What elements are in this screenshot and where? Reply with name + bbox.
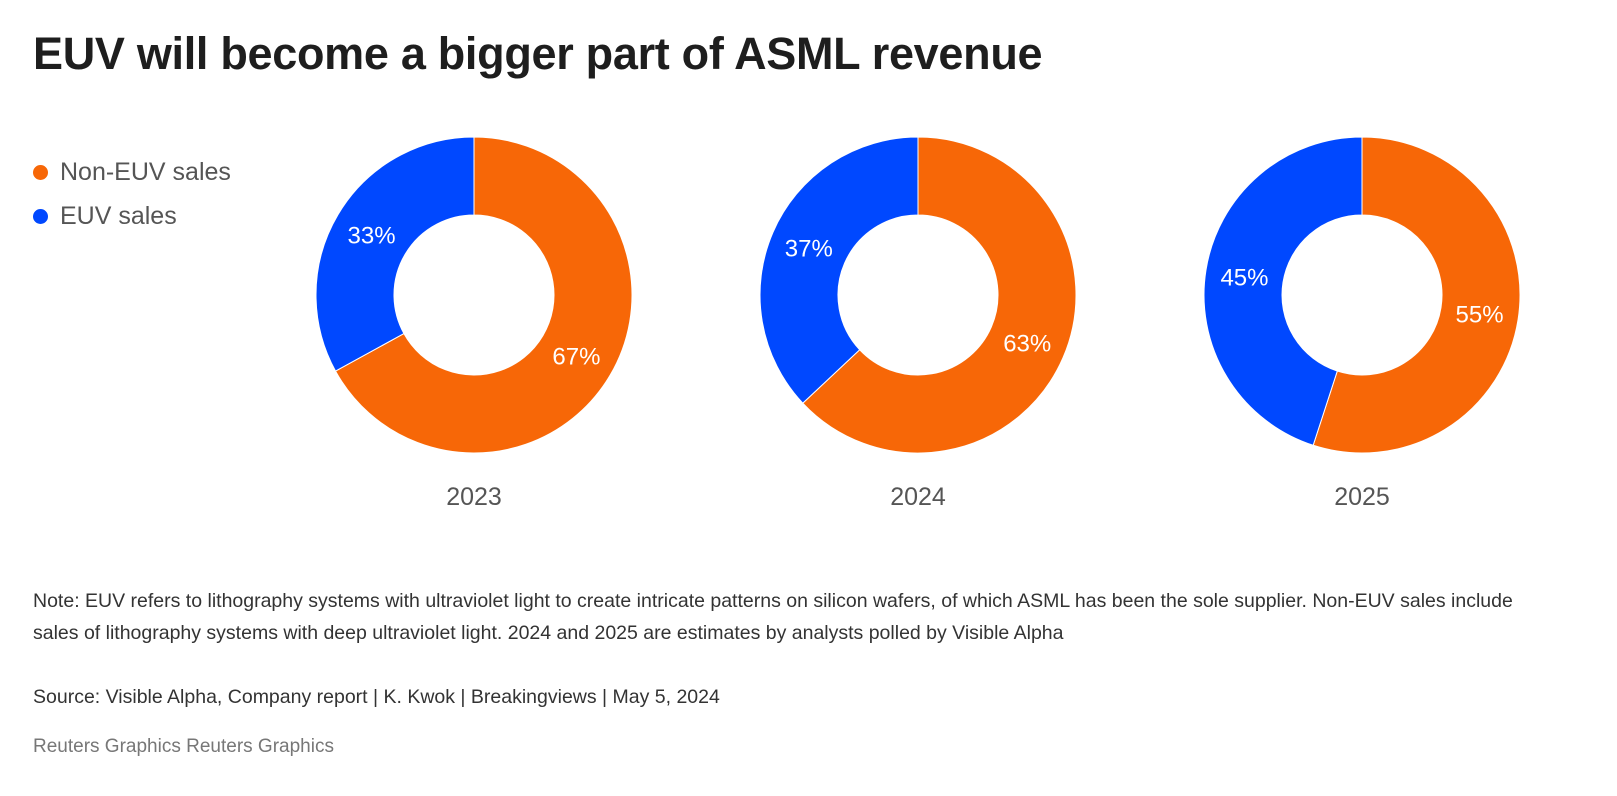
- slice-2024-non-euv-sales: [802, 136, 1077, 454]
- data-label-2025-non-euv-sales: 55%: [1456, 302, 1504, 329]
- chart-credit: Reuters Graphics Reuters Graphics: [33, 736, 334, 757]
- data-label-2023-non-euv-sales: 67%: [552, 344, 600, 371]
- data-label-2024-non-euv-sales: 63%: [1003, 330, 1051, 357]
- legend: Non-EUV sales EUV sales: [33, 150, 231, 238]
- slice-2023-non-euv-sales: [334, 136, 633, 454]
- legend-label-non-euv: Non-EUV sales: [60, 157, 231, 186]
- data-label-2024-euv-sales: 37%: [785, 236, 833, 263]
- legend-swatch-euv: [33, 208, 48, 224]
- data-label-2023-euv-sales: 33%: [348, 222, 396, 249]
- legend-item-euv: EUV sales: [33, 194, 231, 238]
- slice-2024-euv-sales: [759, 136, 919, 404]
- slice-2023-euv-sales: [315, 136, 475, 372]
- slice-2025-non-euv-sales: [1312, 136, 1521, 454]
- chart-label-2025: 2025: [1334, 483, 1390, 511]
- chart-label-2023: 2023: [446, 483, 502, 511]
- donut-charts: 67% 33% 2023 63% 37% 2024 55% 45% 2025: [315, 136, 1521, 511]
- chart-note: Note: EUV refers to lithography systems …: [33, 590, 1513, 644]
- chart-label-2024: 2024: [890, 483, 946, 511]
- legend-item-non-euv: Non-EUV sales: [33, 150, 231, 194]
- slice-2025-euv-sales: [1203, 136, 1363, 446]
- chart-source: Source: Visible Alpha, Company report | …: [33, 686, 720, 708]
- legend-swatch-non-euv: [33, 164, 48, 180]
- chart-title: EUV will become a bigger part of ASML re…: [33, 28, 1043, 79]
- data-label-2025-euv-sales: 45%: [1220, 264, 1268, 291]
- legend-label-euv: EUV sales: [60, 201, 177, 230]
